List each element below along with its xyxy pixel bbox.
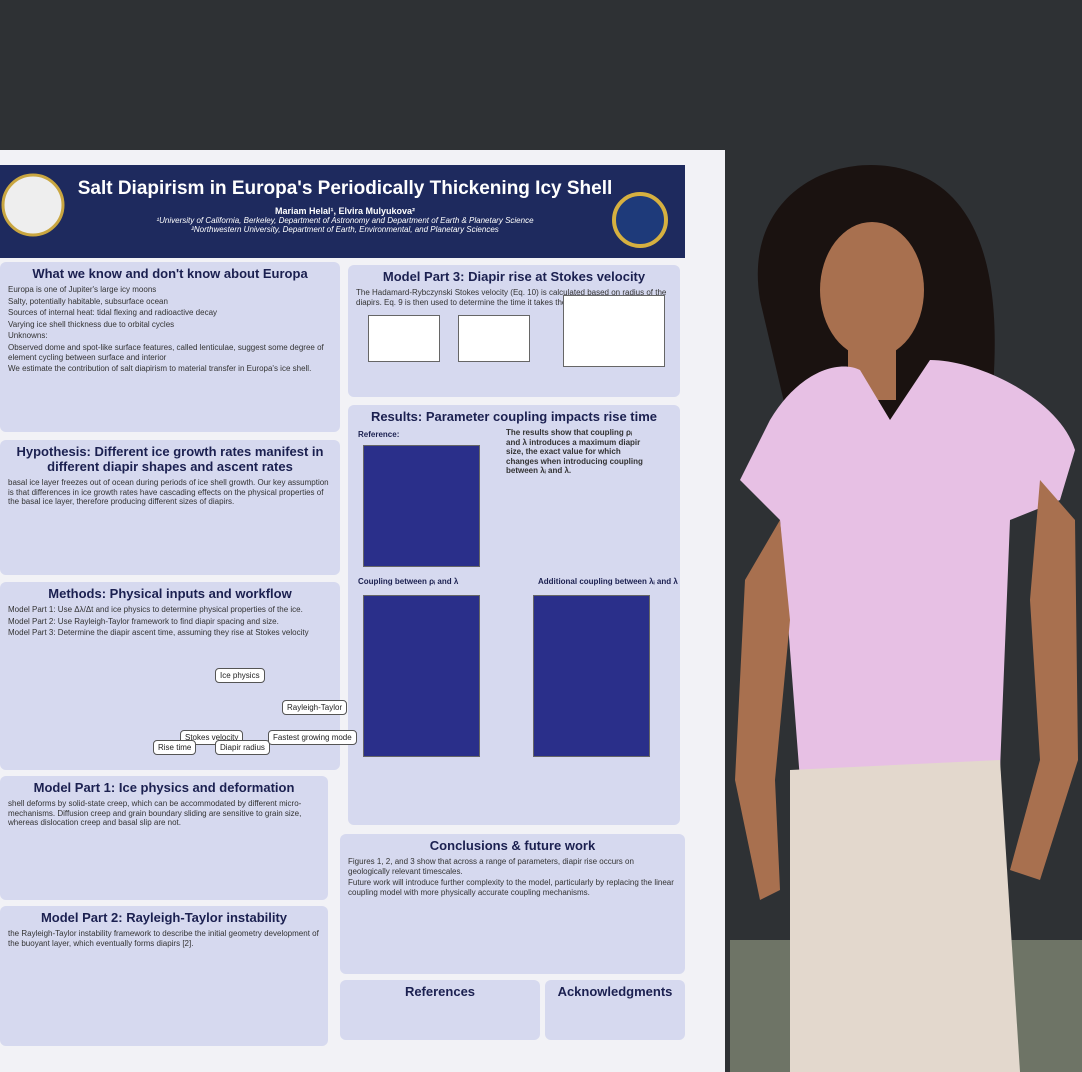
section: Model Part 2: Rayleigh-Taylor instabilit…: [0, 906, 328, 1046]
body-text: Salty, potentially habitable, subsurface…: [8, 296, 168, 306]
section-heading: Model Part 2: Rayleigh-Taylor instabilit…: [40, 910, 288, 925]
logo: [612, 192, 668, 248]
shirt: [740, 360, 1075, 780]
section-heading: Results: Parameter coupling impacts rise…: [370, 409, 658, 424]
section-heading: Methods: Physical inputs and workflow: [48, 586, 292, 601]
body-text: We estimate the contribution of salt dia…: [8, 364, 312, 374]
workflow-node: Rise time: [153, 740, 197, 755]
section-heading: References: [404, 984, 476, 999]
section: Model Part 1: Ice physics and deformatio…: [0, 776, 328, 900]
poster-title: Salt Diapirism in Europa's Periodically …: [77, 178, 613, 199]
authors: Mariam Helal¹, Elvira Mulyukova²: [274, 206, 416, 216]
body-text: Figures 1, 2, and 3 show that across a r…: [348, 857, 634, 876]
section: What we know and don't know about Europa…: [0, 262, 340, 432]
section: Acknowledgments: [545, 980, 685, 1040]
logo: [1, 173, 65, 237]
body-text: basal ice layer freezes out of ocean dur…: [8, 478, 329, 507]
body-text: Model Part 3: Determine the diapir ascen…: [8, 628, 309, 638]
section-heading: Conclusions & future work: [429, 838, 596, 853]
section: Conclusions & future work Figures 1, 2, a…: [340, 834, 685, 974]
figure: [563, 295, 665, 367]
section-heading: Model Part 3: Diapir rise at Stokes velo…: [382, 269, 646, 284]
pants: [790, 760, 1020, 1072]
section: Results: Parameter coupling impacts rise…: [348, 405, 680, 825]
figure: [363, 595, 480, 757]
figure: [368, 315, 440, 362]
section: Model Part 3: Diapir rise at Stokes velo…: [348, 265, 680, 397]
section-heading: Acknowledgments: [557, 984, 673, 999]
workflow-node: Diapir radius: [215, 740, 270, 755]
figure: [533, 595, 650, 757]
body-text: Future work will introduce further compl…: [348, 878, 674, 897]
body-text: The results show that coupling ρᵢ and λ …: [506, 428, 643, 476]
section: References: [340, 980, 540, 1040]
figure-label: Additional coupling between λᵢ and λ: [538, 577, 678, 586]
body-text: Unknowns:: [8, 331, 48, 341]
section-heading: What we know and don't know about Europa: [32, 266, 308, 281]
body-text: shell deforms by solid-state creep, whic…: [8, 799, 302, 828]
body-text: Model Part 2: Use Rayleigh-Taylor framew…: [8, 616, 279, 626]
workflow-node: Fastest growing mode: [268, 730, 357, 745]
workflow-node: Ice physics: [215, 668, 265, 683]
header: Salt Diapirism in Europa's Periodically …: [75, 178, 615, 234]
body-text: the Rayleigh-Taylor instability framewor…: [8, 929, 319, 948]
figure-label: Reference:: [358, 430, 400, 439]
poster-header: [0, 165, 685, 258]
figure: [458, 315, 530, 362]
section-heading: Hypothesis: Different ice growth rates m…: [16, 444, 324, 474]
workflow-node: Rayleigh-Taylor: [282, 700, 348, 715]
body-text: Varying ice shell thickness due to orbit…: [8, 319, 175, 329]
section: Hypothesis: Different ice growth rates m…: [0, 440, 340, 575]
figure-label: Coupling between ρᵢ and λ: [358, 577, 459, 586]
body-text: The Hadamard-Rybczynski Stokes velocity …: [356, 288, 667, 307]
affiliation: ¹University of California, Berkeley, Dep…: [156, 216, 534, 225]
affiliation: ²Northwestern University, Department of …: [191, 225, 499, 234]
face: [820, 222, 924, 358]
body-text: Observed dome and spot-like surface feat…: [8, 342, 324, 362]
body-text: Model Part 1: Use Δλ/Δt and ice physics …: [8, 605, 303, 614]
section-heading: Model Part 1: Ice physics and deformatio…: [33, 780, 295, 795]
arm: [1010, 480, 1078, 880]
figure: [363, 445, 480, 567]
body-text: Sources of internal heat: tidal flexing …: [8, 308, 218, 318]
body-text: Europa is one of Jupiter's large icy moo…: [8, 285, 157, 294]
arm: [735, 520, 790, 900]
